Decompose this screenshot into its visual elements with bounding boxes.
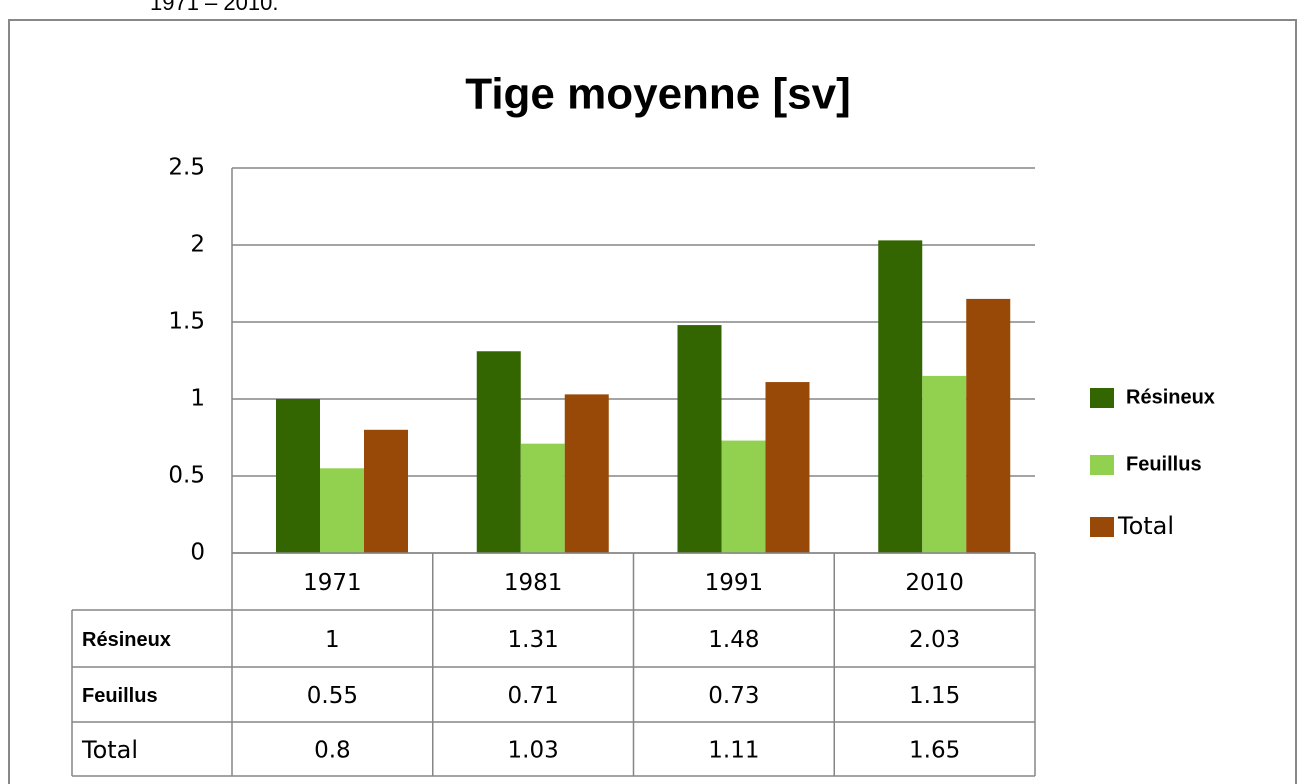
bar: [966, 298, 1011, 553]
bar: [765, 382, 810, 553]
y-tick-label: 2: [190, 232, 205, 258]
table-cell: 1.11: [708, 738, 759, 764]
table-cell: 1.03: [508, 738, 559, 764]
table-row-label: Feuillus: [82, 685, 158, 707]
table-cell: 1.15: [909, 683, 960, 709]
table-row-label: Résineux: [82, 629, 171, 651]
y-tick-label: 1.5: [168, 309, 205, 335]
chart-title: Tige moyenne [sv]: [465, 70, 851, 119]
table-cell: 1.48: [708, 627, 759, 653]
table-cell: 0.73: [708, 683, 759, 709]
bar: [677, 325, 722, 553]
bar: [364, 429, 408, 553]
legend-label: Résineux: [1126, 386, 1215, 408]
bar: [922, 375, 967, 553]
table-cell: 0.8: [314, 738, 351, 764]
table-cell: 1.65: [909, 738, 960, 764]
bar: [520, 443, 565, 553]
y-tick-label: 0: [190, 540, 205, 566]
bar: [878, 240, 923, 553]
bar: [564, 394, 609, 553]
table-cell: 2.03: [909, 627, 960, 653]
x-tick-label: 1991: [705, 570, 764, 596]
table-cell: 1.31: [508, 627, 559, 653]
table-row-label: Total: [81, 736, 138, 764]
bar: [476, 351, 521, 553]
x-tick-label: 1971: [303, 570, 362, 596]
bar: [276, 399, 320, 553]
legend-swatch: [1090, 388, 1114, 408]
legend-label: Feuillus: [1126, 453, 1202, 475]
table-cell: 1: [325, 627, 340, 653]
bar: [721, 440, 766, 553]
y-tick-label: 0.5: [168, 463, 205, 489]
bar: [320, 468, 364, 553]
chart-frame: [8, 19, 1297, 784]
legend-label: Total: [1117, 512, 1174, 540]
y-tick-label: 1: [190, 386, 205, 412]
table-cell: 0.55: [307, 683, 358, 709]
legend-swatch: [1090, 517, 1114, 537]
y-tick-label: 2.5: [168, 155, 205, 181]
caption: 1971 – 2010.: [150, 0, 278, 15]
legend-swatch: [1090, 455, 1114, 475]
x-tick-label: 1981: [504, 570, 563, 596]
table-cell: 0.71: [508, 683, 559, 709]
x-tick-label: 2010: [905, 570, 964, 596]
